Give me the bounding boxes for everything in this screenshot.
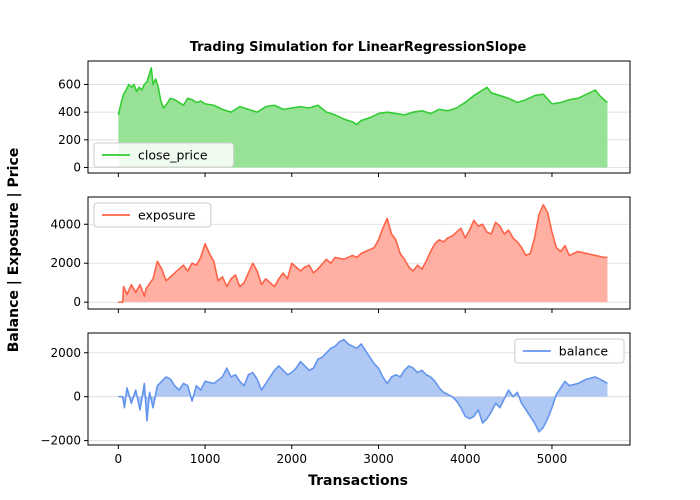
- legend-box: [93, 202, 212, 228]
- y-tick-label: 4000: [50, 217, 81, 231]
- x-tick-label: 0: [115, 452, 123, 466]
- exposure-legend: exposure: [93, 202, 212, 228]
- axes-frame: [87, 196, 631, 310]
- y-tick-label: 0: [73, 160, 81, 174]
- panels: 0 200 400 600 close_price 0 2000 4000 exposure −2…: [40, 60, 631, 466]
- y-tick-label: 0: [73, 295, 81, 309]
- y-axis-label: Balance | Exposure | Price: [6, 148, 22, 353]
- legend-label: close_price: [138, 148, 208, 163]
- legend-box: [93, 142, 235, 168]
- close_price-line: [117, 67, 608, 126]
- close_price-legend: close_price: [93, 142, 235, 168]
- y-tick-label: 2000: [50, 346, 81, 360]
- balance-line: [118, 338, 608, 433]
- chart-title: Trading Simulation for LinearRegressionS…: [190, 40, 527, 55]
- balance-panel: −2000 0 2000 0 1000 2000 3000 4000 5000 balance: [40, 332, 631, 466]
- x-tick-label: 3000: [363, 452, 394, 466]
- close_price-panel: 0 200 400 600 close_price: [58, 60, 631, 177]
- balance-area: [118, 339, 608, 432]
- y-tick-label: 600: [58, 78, 81, 92]
- close_price-area: [118, 67, 608, 168]
- y-tick-label: 200: [58, 133, 81, 147]
- exposure-line: [118, 203, 608, 303]
- y-tick-label: 2000: [50, 256, 81, 270]
- legend-label: exposure: [138, 208, 196, 223]
- exposure-panel: 0 2000 4000 exposure: [50, 196, 631, 313]
- x-tick-label: 4000: [450, 452, 481, 466]
- axes-frame: [87, 60, 631, 174]
- x-tick-label: 1000: [190, 452, 221, 466]
- x-tick-label: 2000: [277, 452, 308, 466]
- x-axis-label: Transactions: [308, 473, 408, 489]
- axes-frame: [87, 332, 631, 446]
- y-tick-label: −2000: [40, 434, 81, 448]
- x-tick-label: 5000: [537, 452, 568, 466]
- legend-box: [514, 338, 625, 364]
- y-tick-label: 400: [58, 105, 81, 119]
- legend-label: balance: [559, 344, 609, 359]
- balance-legend: balance: [514, 338, 625, 364]
- y-tick-label: 0: [73, 390, 81, 404]
